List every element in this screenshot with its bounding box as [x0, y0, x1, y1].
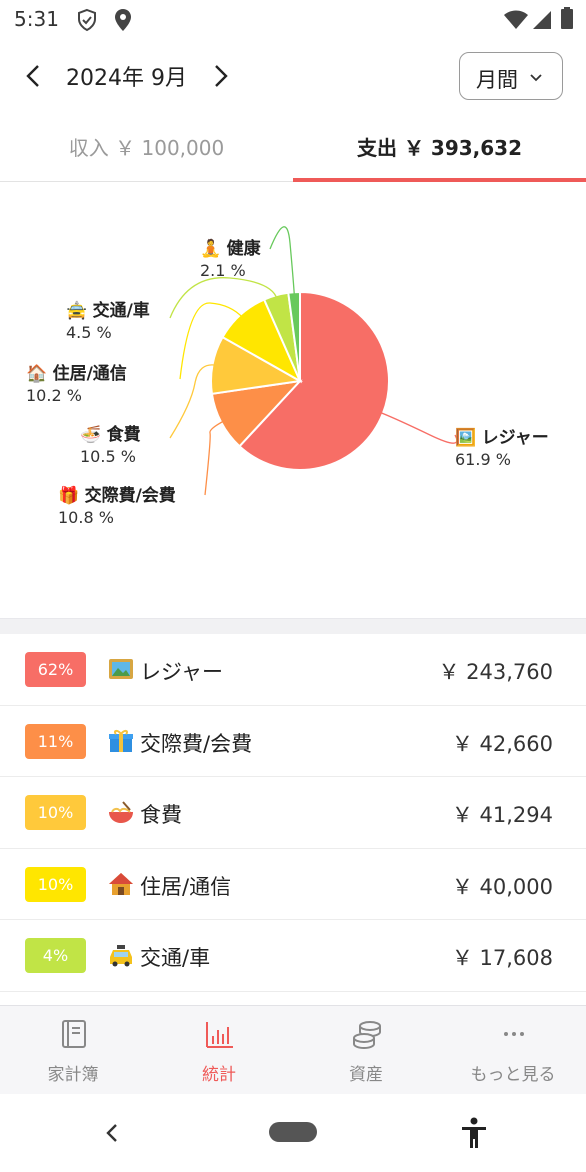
nav-item-more[interactable]: もっと見る: [440, 1006, 586, 1095]
pie-label-percent: 61.9 %: [455, 450, 511, 469]
category-amount: ￥ 17,608: [451, 946, 553, 970]
category-amount: ￥ 243,760: [438, 660, 553, 684]
gift-icon: 🎁: [58, 486, 80, 506]
category-list: 62% レジャー ￥ 243,760 11% 交際費/会費 ￥ 42,660 1…: [0, 634, 586, 992]
taxi-icon: [108, 942, 134, 968]
category-amount: ￥ 41,294: [451, 803, 553, 827]
percent-badge: 10%: [25, 795, 86, 830]
pie-leader-line: [169, 277, 278, 319]
taxi-icon: 🚖: [66, 301, 88, 321]
home-pill-icon[interactable]: [269, 1122, 317, 1142]
pie-label-name: 交通/車: [92, 301, 150, 321]
pie-label-food: 🍜 食費 10.5 %: [80, 424, 141, 468]
pie-label-name: レジャー: [481, 428, 549, 448]
chevron-right-icon: [215, 65, 228, 87]
coins-icon: [353, 1021, 381, 1050]
month-header: 2024年 9月 月間: [0, 44, 586, 108]
accessibility-icon[interactable]: [460, 1116, 488, 1150]
percent-badge: 4%: [25, 938, 86, 973]
pie-label-health: 🧘 健康 2.1 %: [200, 238, 261, 282]
category-name: 食費: [140, 803, 182, 827]
pie-leader-line: [169, 364, 217, 439]
category-amount: ￥ 42,660: [451, 731, 553, 756]
pie-label-percent: 10.2 %: [26, 386, 82, 405]
more-dots-icon: [504, 1032, 524, 1036]
pie-label-percent: 4.5 %: [66, 323, 112, 342]
nav-label: もっと見る: [470, 1065, 556, 1085]
signal-icon: [533, 11, 551, 29]
shield-check-icon: [78, 8, 96, 32]
house-icon: 🏠: [26, 364, 48, 384]
active-tab-indicator: [293, 178, 586, 182]
location-icon: [115, 9, 131, 31]
pie-label-name: 交際費/会費: [84, 486, 176, 506]
back-icon[interactable]: [100, 1120, 124, 1146]
pie-label-housing: 🏠 住居/通信 10.2 %: [26, 363, 127, 407]
list-item[interactable]: 62% レジャー ￥ 243,760: [0, 634, 586, 706]
pie-label-name: 住居/通信: [52, 364, 127, 384]
list-item[interactable]: 11% 交際費/会費 ￥ 42,660: [0, 706, 586, 777]
pie-label-percent: 2.1 %: [200, 261, 246, 280]
battery-icon: [561, 7, 573, 29]
pie-leader-line: [378, 411, 458, 444]
percent-badge: 62%: [25, 652, 86, 687]
pie-label-percent: 10.5 %: [80, 447, 136, 466]
tab-expense-label: 支出 ￥ 393,632: [356, 136, 523, 160]
bottom-navigation: 家計簿 統計 資産 もっと見る: [0, 1005, 586, 1094]
pie-label-percent: 10.8 %: [58, 508, 114, 527]
nav-item-statistics[interactable]: 統計: [146, 1006, 292, 1095]
nav-label: 家計簿: [47, 1065, 99, 1085]
percent-badge: 10%: [25, 866, 86, 902]
pie-label-transport: 🚖 交通/車 4.5 %: [66, 300, 150, 344]
house-icon: [108, 871, 134, 897]
category-name: 交際費/会費: [140, 731, 253, 756]
category-name: 住居/通信: [140, 874, 232, 899]
list-item[interactable]: 4% 交通/車 ￥ 17,608: [0, 920, 586, 992]
gift-icon: [108, 728, 134, 754]
pie-chart-area: 🧘 健康 2.1 % 🚖 交通/車 4.5 % 🏠 住居/通信 10.2 % 🍜…: [0, 183, 586, 618]
noodle-bowl-icon: [108, 799, 134, 825]
chevron-left-icon: [26, 65, 39, 87]
book-icon: [62, 1020, 86, 1048]
pie-label-social: 🎁 交際費/会費 10.8 %: [58, 485, 176, 529]
pie-label-name: 健康: [226, 239, 261, 259]
period-select[interactable]: 月間: [459, 52, 563, 100]
meditation-icon: 🧘: [200, 239, 222, 259]
category-amount: ￥ 40,000: [451, 874, 553, 899]
system-navigation-bar: [0, 1094, 586, 1172]
nav-label: 資産: [349, 1065, 383, 1085]
pie-label-name: 食費: [106, 425, 141, 445]
category-name: レジャー: [140, 660, 223, 684]
prev-month-button[interactable]: [18, 58, 50, 94]
list-item[interactable]: 10% 食費 ￥ 41,294: [0, 777, 586, 849]
tab-expense[interactable]: 支出 ￥ 393,632: [293, 112, 586, 182]
list-item[interactable]: 10% 住居/通信 ￥ 40,000: [0, 849, 586, 920]
nav-label: 統計: [202, 1065, 236, 1085]
picture-frame-icon: 🖼️: [455, 428, 477, 448]
next-month-button[interactable]: [204, 58, 236, 94]
wifi-icon: [504, 10, 528, 29]
chevron-down-icon: [530, 74, 542, 82]
status-time: 5:31: [14, 7, 59, 31]
pie-leader-line: [269, 226, 296, 297]
period-label: 月間: [476, 68, 518, 92]
tab-income[interactable]: 収入 ￥ 100,000: [0, 112, 293, 182]
nav-item-assets[interactable]: 資産: [293, 1006, 439, 1095]
pie-leader-line: [204, 419, 226, 496]
section-divider: [0, 618, 586, 634]
pie-label-leisure: 🖼️ レジャー 61.9 %: [455, 427, 549, 471]
percent-badge: 11%: [25, 723, 86, 759]
status-bar: 5:31: [0, 0, 586, 40]
income-expense-tabs: 収入 ￥ 100,000 支出 ￥ 393,632: [0, 112, 586, 182]
tab-income-label: 収入 ￥ 100,000: [68, 136, 225, 160]
nav-item-household[interactable]: 家計簿: [0, 1006, 146, 1095]
pie-chart[interactable]: [0, 183, 586, 618]
bar-chart-icon: [206, 1022, 233, 1048]
category-name: 交通/車: [140, 946, 211, 970]
noodle-bowl-icon: 🍜: [80, 425, 102, 445]
picture-frame-icon: [108, 656, 134, 682]
pie-leader-line: [179, 302, 244, 380]
month-label: 2024年 9月: [66, 66, 187, 91]
